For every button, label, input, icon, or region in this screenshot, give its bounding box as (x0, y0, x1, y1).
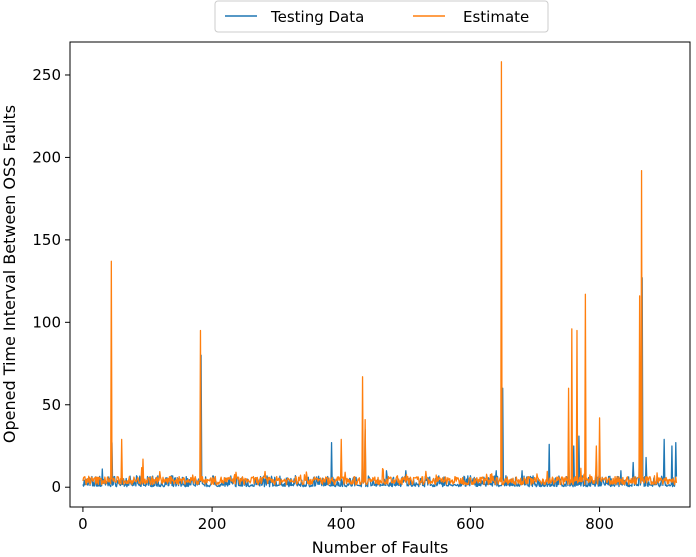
legend-box (214, 0, 549, 33)
y-tick-label: 50 (42, 396, 61, 414)
x-tick-label: 0 (78, 515, 88, 533)
legend-label-testing-data: Testing Data (270, 8, 364, 26)
y-tick-label: 0 (51, 478, 61, 496)
x-tick-label: 400 (327, 515, 356, 533)
x-axis-label: Number of Faults (312, 538, 449, 557)
plot-lines (82, 61, 678, 488)
y-axis-ticks: 0 50 100 150 200 250 (32, 66, 70, 496)
series-line-testing-data (82, 277, 678, 488)
y-tick-label: 200 (32, 148, 61, 166)
series-line-estimate (82, 61, 678, 486)
axes-frame (69, 41, 691, 508)
legend-label-estimate: Estimate (463, 8, 529, 26)
y-axis-label: Opened Time Interval Between OSS Faults (0, 105, 19, 443)
legend: Testing Data Estimate (214, 0, 549, 33)
x-tick-label: 800 (585, 515, 614, 533)
x-axis-ticks: 0 200 400 600 800 (78, 507, 614, 533)
x-tick-label: 200 (198, 515, 227, 533)
y-tick-label: 250 (32, 66, 61, 84)
y-tick-label: 150 (32, 231, 61, 249)
x-tick-label: 600 (456, 515, 485, 533)
y-tick-label: 100 (32, 313, 61, 331)
